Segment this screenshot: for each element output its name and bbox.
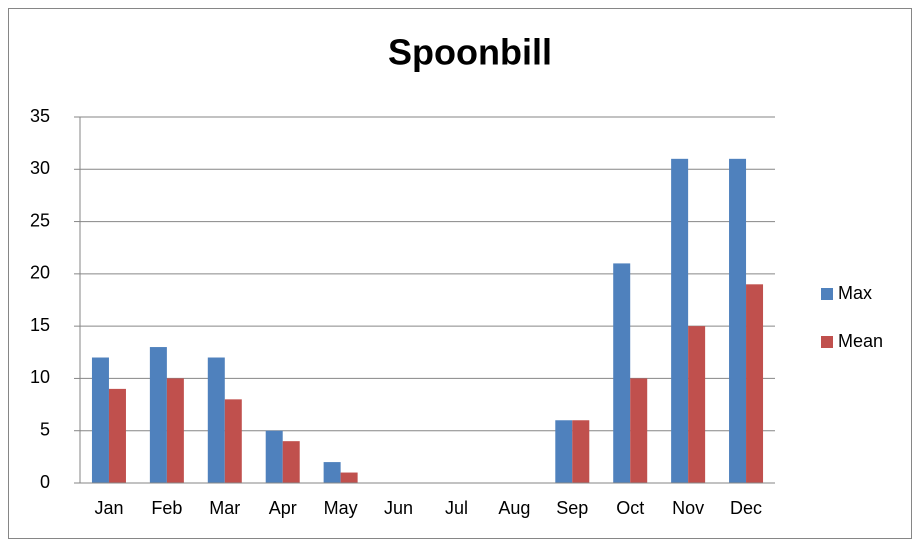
legend-swatch — [821, 336, 833, 348]
x-tick-label: Oct — [616, 498, 644, 518]
x-tick-label: May — [324, 498, 358, 518]
bar — [224, 399, 242, 483]
bar — [149, 347, 167, 483]
x-tick-label: Jul — [445, 498, 468, 518]
legend-swatch — [821, 288, 833, 300]
x-tick-label: Jan — [94, 498, 123, 518]
y-tick-label: 20 — [30, 263, 50, 283]
x-tick-label: Mar — [209, 498, 240, 518]
bar — [265, 430, 283, 483]
bar — [282, 441, 300, 483]
y-tick-label: 0 — [40, 472, 50, 492]
bar — [729, 158, 747, 484]
legend-label: Mean — [838, 331, 883, 351]
bar — [630, 378, 648, 483]
bar — [671, 158, 689, 484]
bar — [340, 472, 358, 483]
bar — [555, 420, 573, 483]
bar — [207, 357, 225, 483]
bar — [572, 420, 590, 483]
bar — [688, 326, 706, 483]
x-tick-label: Jun — [384, 498, 413, 518]
x-tick-label: Dec — [730, 498, 762, 518]
bar — [746, 284, 764, 483]
bar — [613, 263, 631, 483]
chart-title: Spoonbill — [388, 32, 552, 73]
x-tick-label: Sep — [556, 498, 588, 518]
y-tick-label: 30 — [30, 158, 50, 178]
bar — [91, 357, 109, 483]
y-tick-label: 5 — [40, 419, 50, 439]
bar — [166, 378, 184, 483]
x-tick-label: Feb — [151, 498, 182, 518]
x-tick-label: Aug — [498, 498, 530, 518]
y-tick-label: 10 — [30, 367, 50, 387]
y-tick-label: 15 — [30, 315, 50, 335]
legend-label: Max — [838, 283, 872, 303]
bar — [323, 462, 341, 483]
y-tick-label: 25 — [30, 210, 50, 230]
x-tick-label: Nov — [672, 498, 704, 518]
bar — [108, 388, 126, 483]
x-tick-label: Apr — [269, 498, 297, 518]
y-tick-label: 35 — [30, 106, 50, 126]
